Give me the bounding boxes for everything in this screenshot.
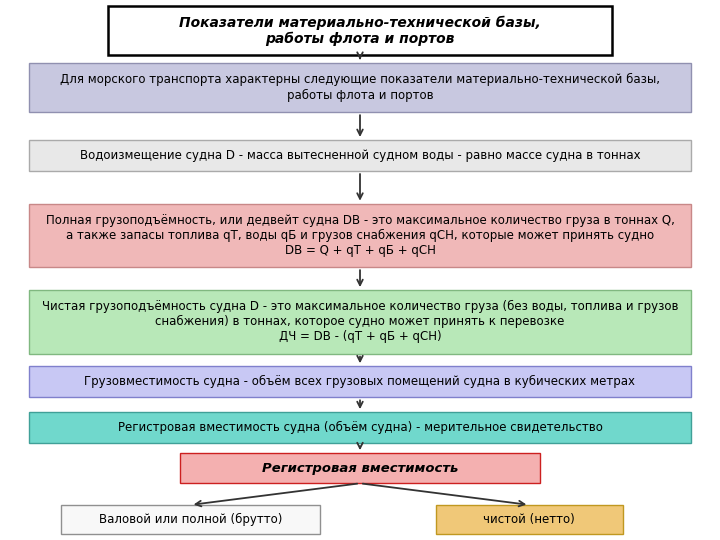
Text: Валовой или полной (брутто): Валовой или полной (брутто) [99,513,282,526]
FancyBboxPatch shape [108,6,612,55]
FancyBboxPatch shape [29,204,691,267]
Text: Для морского транспорта характерны следующие показатели материально-технической : Для морского транспорта характерны следу… [60,73,660,102]
FancyBboxPatch shape [29,63,691,112]
FancyBboxPatch shape [61,505,320,534]
Text: Показатели материально-технической базы,
работы флота и портов: Показатели материально-технической базы,… [179,15,541,46]
Text: Полная грузоподъёмность, или дедвейт судна DB - это максимальное количество груз: Полная грузоподъёмность, или дедвейт суд… [45,214,675,257]
Text: Водоизмещение судна D - масса вытесненной судном воды - равно массе судна в тонн: Водоизмещение судна D - масса вытесненно… [80,149,640,162]
FancyBboxPatch shape [436,505,623,534]
FancyBboxPatch shape [29,412,691,443]
Text: Регистровая вместимость: Регистровая вместимость [262,462,458,475]
Text: чистой (нетто): чистой (нетто) [483,513,575,526]
Text: Грузовместимость судна - объём всех грузовых помещений судна в кубических метрах: Грузовместимость судна - объём всех груз… [84,375,636,388]
Text: Регистровая вместимость судна (объём судна) - мерительное свидетельство: Регистровая вместимость судна (объём суд… [117,421,603,434]
FancyBboxPatch shape [180,453,540,483]
Text: Чистая грузоподъёмность судна D - это максимальное количество груза (без воды, т: Чистая грузоподъёмность судна D - это ма… [42,300,678,343]
FancyBboxPatch shape [29,366,691,397]
FancyBboxPatch shape [29,140,691,171]
FancyBboxPatch shape [29,290,691,354]
